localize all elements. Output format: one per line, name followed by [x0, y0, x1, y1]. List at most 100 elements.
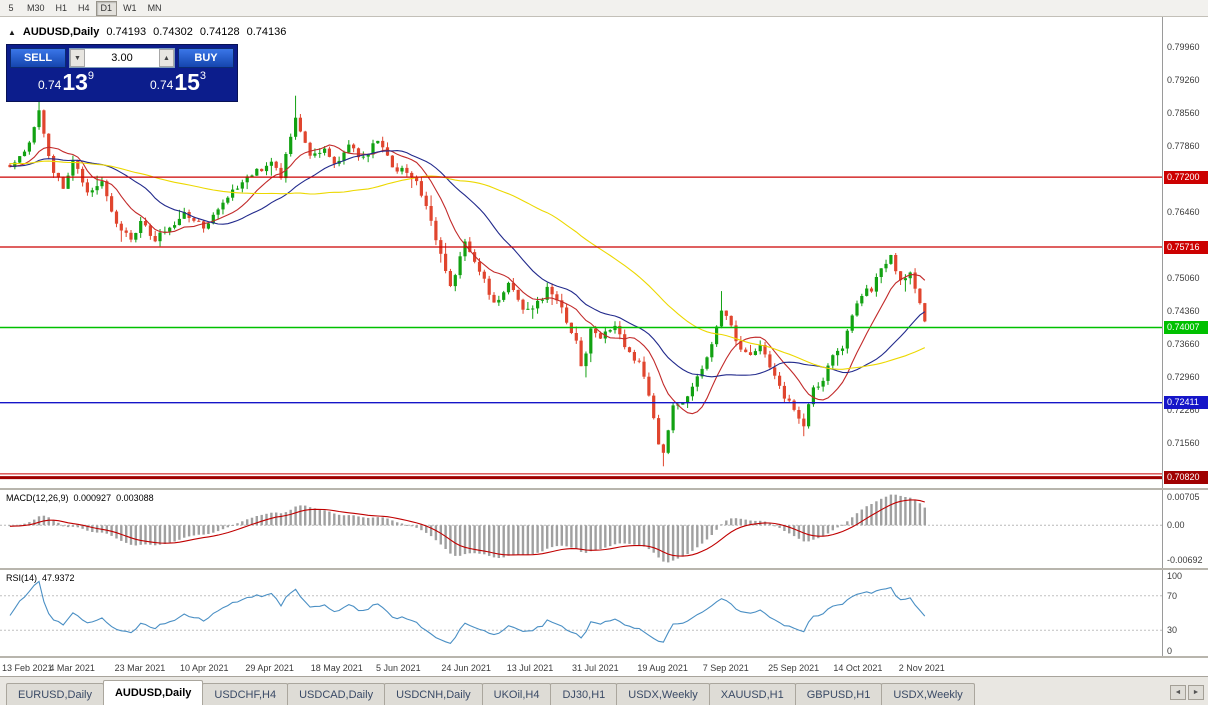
one-click-trading-panel: SELL ▼ 3.00 ▲ BUY 0.74 13 9 0.74 15 3 — [6, 44, 238, 102]
ohlc-open: 0.74193 — [106, 26, 147, 38]
date-label: 25 Sep 2021 — [768, 663, 820, 673]
macd-tick-label: 0.00 — [1167, 520, 1185, 531]
macd-main-value: 0.000927 — [73, 493, 112, 503]
rsi-tick-label: 100 — [1167, 571, 1183, 581]
timeframe-button-h1[interactable]: H1 — [51, 1, 73, 16]
macd-tick-label: -0.00692 — [1167, 555, 1203, 566]
price-tick-label: 0.79960 — [1167, 42, 1200, 53]
volume-decrease-button[interactable]: ▼ — [70, 49, 85, 67]
rsi-axis[interactable]: 100 70 30 0 — [1162, 570, 1208, 656]
price-tick-label: 0.72260 — [1167, 404, 1200, 415]
chart-tab-bar: EURUSD,Daily AUDUSD,Daily USDCHF,H4 USDCAD,… — [0, 676, 1208, 705]
pane-splitter — [0, 656, 1208, 657]
date-label: 14 Oct 2021 — [833, 663, 883, 673]
timeframe-button-5[interactable]: 5 — [1, 1, 21, 16]
macd-name: MACD(12,26,9) — [6, 493, 69, 503]
macd-signal-value: 0.003088 — [116, 493, 154, 503]
date-label: 10 Apr 2021 — [180, 663, 229, 673]
date-label: 24 Jun 2021 — [441, 663, 491, 673]
price-tick-label: 0.72960 — [1167, 371, 1200, 382]
rsi-value: 47.9372 — [42, 573, 75, 583]
chart-tab-usdx-weekly[interactable]: USDX,Weekly — [616, 683, 710, 705]
sell-button[interactable]: SELL — [10, 48, 66, 68]
rsi-tick-label: 0 — [1167, 646, 1173, 656]
buy-price-display: 0.74 15 3 — [122, 70, 234, 94]
macd-chart — [0, 494, 1162, 563]
date-label: 29 Apr 2021 — [245, 663, 294, 673]
price-tick-label: 0.76460 — [1167, 206, 1200, 217]
date-label: 7 Sep 2021 — [702, 663, 749, 673]
price-chart-pane[interactable]: ▲ AUDUSD,Daily 0.74193 0.74302 0.74128 0… — [0, 17, 1162, 488]
date-label: 2 Nov 2021 — [898, 663, 945, 673]
chart-title: ▲ AUDUSD,Daily 0.74193 0.74302 0.74128 0… — [8, 26, 286, 38]
buy-price-point: 3 — [199, 70, 207, 82]
price-tick-label: 0.71560 — [1167, 437, 1200, 448]
price-tick-label: 0.78560 — [1167, 108, 1200, 119]
tab-scroll-right-icon[interactable]: ► — [1188, 685, 1204, 700]
timeframe-button-w1[interactable]: W1 — [118, 1, 142, 16]
buy-button[interactable]: BUY — [178, 48, 234, 68]
rsi-tick-label: 70 — [1167, 590, 1178, 601]
timeframe-button-h4[interactable]: H4 — [73, 1, 95, 16]
chart-tab-usdcad-daily[interactable]: USDCAD,Daily — [287, 683, 386, 705]
volume-increase-button[interactable]: ▲ — [159, 49, 174, 67]
tab-scroll-controls: ◄ ► — [1170, 685, 1204, 705]
chart-symbol-label: AUDUSD,Daily — [22, 26, 100, 38]
volume-value[interactable]: 3.00 — [111, 52, 133, 64]
date-label: 19 Aug 2021 — [637, 663, 688, 673]
macd-axis[interactable]: 0.00705 0.00 -0.00692 — [1162, 490, 1208, 568]
price-tick-label: 0.73660 — [1167, 338, 1200, 349]
timeframe-button-m30[interactable]: M30 — [22, 1, 50, 16]
macd-label: MACD(12,26,9) 0.000927 0.003088 — [6, 493, 159, 503]
date-label: 13 Feb 2021 — [2, 663, 53, 673]
chart-tab-eurusd-daily[interactable]: EURUSD,Daily — [6, 683, 104, 705]
price-line-label: 0.77200 — [1164, 170, 1208, 184]
price-line-label: 0.72411 — [1164, 396, 1208, 410]
timeframe-toolbar: 5 M30 H1 H4 D1 W1 MN — [0, 0, 1208, 17]
date-axis[interactable]: 13 Feb 2021 4 Mar 2021 23 Mar 2021 10 Apr 2… — [0, 657, 1208, 676]
rsi-chart — [0, 580, 1162, 645]
chart-tab-xauusd-h1[interactable]: XAUUSD,H1 — [708, 683, 796, 705]
buy-price-base: 0.74 — [149, 78, 174, 92]
price-tick-label: 0.74360 — [1167, 305, 1200, 316]
sell-price-pips: 13 — [62, 69, 88, 95]
chart-tab-dj30-h1[interactable]: DJ30,H1 — [550, 683, 618, 705]
date-label: 18 May 2021 — [310, 663, 363, 673]
chart-tab-ukoil-h4[interactable]: UKOil,H4 — [481, 683, 552, 705]
price-line-label: 0.70820 — [1164, 471, 1208, 485]
pane-splitter[interactable] — [0, 488, 1208, 490]
price-line-label: 0.75716 — [1164, 240, 1208, 254]
macd-pane[interactable]: MACD(12,26,9) 0.000927 0.003088 — [0, 490, 1162, 568]
date-label: 23 Mar 2021 — [114, 663, 166, 673]
date-label: 5 Jun 2021 — [376, 663, 421, 673]
timeframe-button-d1[interactable]: D1 — [95, 0, 118, 16]
pane-splitter[interactable] — [0, 568, 1208, 570]
collapse-trade-panel-icon[interactable]: ▲ — [8, 27, 16, 37]
rsi-pane[interactable]: RSI(14) 47.9372 — [0, 570, 1162, 656]
rsi-label: RSI(14) 47.9372 — [6, 573, 80, 583]
timeframe-button-mn[interactable]: MN — [143, 1, 167, 16]
ohlc-high: 0.74302 — [153, 26, 193, 38]
chart-tab-usdchf-h4[interactable]: USDCHF,H4 — [202, 683, 289, 705]
tab-scroll-left-icon[interactable]: ◄ — [1170, 685, 1186, 700]
volume-control: ▼ 3.00 ▲ — [69, 48, 175, 68]
buy-price-pips: 15 — [174, 69, 200, 95]
rsi-name: RSI(14) — [6, 573, 38, 583]
price-tick-label: 0.75060 — [1167, 272, 1200, 283]
price-axis[interactable]: 0.799600.792600.785600.778600.771600.764… — [1162, 17, 1208, 488]
chart-tab-audusd-daily[interactable]: AUDUSD,Daily — [102, 680, 204, 705]
date-label: 31 Jul 2021 — [572, 663, 619, 673]
macd-tick-label: 0.00705 — [1167, 492, 1200, 502]
date-label: 13 Jul 2021 — [506, 663, 554, 673]
sell-price-display: 0.74 13 9 — [10, 70, 122, 94]
chart-tab-gbpusd-h1[interactable]: GBPUSD,H1 — [794, 683, 883, 705]
chart-tab-usdx-weekly[interactable]: USDX,Weekly — [881, 683, 975, 705]
candlestick-chart[interactable] — [0, 17, 1162, 488]
price-tick-label: 0.79260 — [1167, 75, 1200, 86]
sell-price-base: 0.74 — [37, 78, 62, 92]
price-line-label: 0.74007 — [1164, 321, 1208, 335]
chart-tab-usdcnh-daily[interactable]: USDCNH,Daily — [384, 683, 483, 705]
sell-price-point: 9 — [87, 70, 95, 82]
ohlc-close: 0.74136 — [246, 26, 287, 38]
